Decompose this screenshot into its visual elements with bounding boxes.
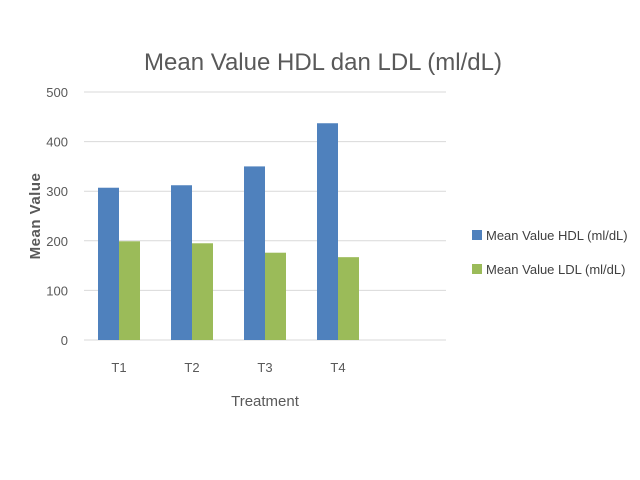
y-tick-label: 300 <box>46 184 68 199</box>
legend-swatch <box>472 230 482 240</box>
x-tick-label: T2 <box>184 360 199 375</box>
x-tick-label: T4 <box>330 360 345 375</box>
legend: Mean Value HDL (ml/dL) Mean Value LDL (ml… <box>472 228 628 277</box>
bar-ldl-t3 <box>265 252 286 340</box>
x-axis-label: Treatment <box>231 393 300 410</box>
legend-label: Mean Value LDL (ml/dL) <box>486 262 625 277</box>
y-axis-label: Mean Value <box>27 173 44 260</box>
legend-swatch <box>472 264 482 274</box>
bar-hdl-t4 <box>317 123 338 340</box>
bar-hdl-t2 <box>171 185 192 340</box>
bars <box>98 123 359 340</box>
y-tick-label: 0 <box>61 333 68 348</box>
x-tick-label: T1 <box>111 360 126 375</box>
legend-label: Mean Value HDL (ml/dL) <box>486 228 628 243</box>
bar-hdl-t1 <box>98 187 119 340</box>
bar-ldl-t4 <box>338 257 359 340</box>
y-axis-ticks: 0 100 200 300 400 500 <box>46 85 68 348</box>
bar-ldl-t1 <box>119 241 140 340</box>
chart-title: Mean Value HDL dan LDL (ml/dL) <box>144 49 502 76</box>
y-tick-label: 100 <box>46 283 68 298</box>
bar-ldl-t2 <box>192 243 213 340</box>
x-tick-label: T3 <box>257 360 272 375</box>
x-axis-ticks: T1 T2 T3 T4 <box>111 360 345 375</box>
y-tick-label: 500 <box>46 85 68 100</box>
bar-hdl-t3 <box>244 166 265 340</box>
y-tick-label: 200 <box>46 234 68 249</box>
y-tick-label: 400 <box>46 135 68 150</box>
